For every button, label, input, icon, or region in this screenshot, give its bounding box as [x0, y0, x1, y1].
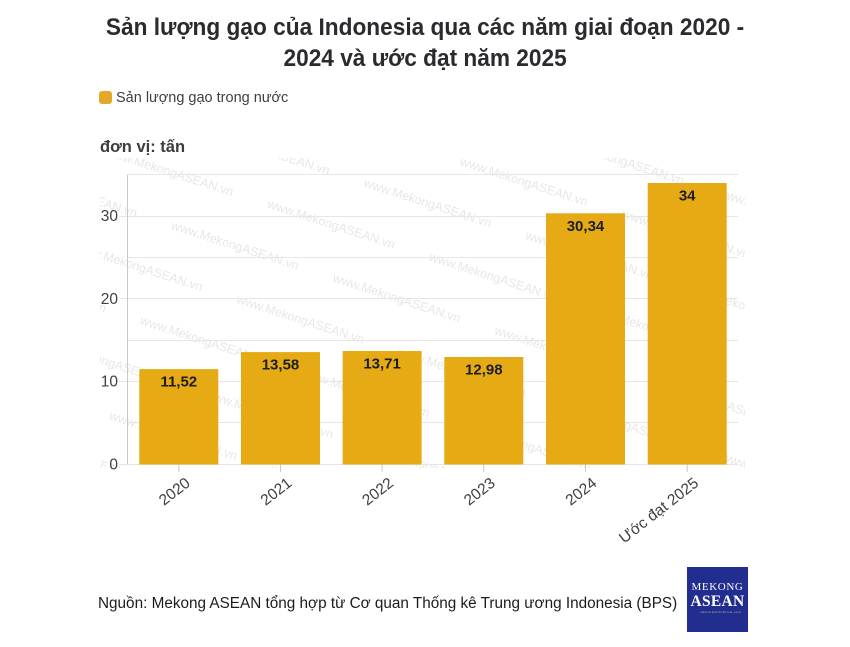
- svg-text:2023: 2023: [461, 475, 499, 510]
- svg-text:www.MekongASEAN.vn: www.MekongASEAN.vn: [399, 608, 531, 647]
- svg-text:www.MekongASEAN.vn: www.MekongASEAN.vn: [0, 282, 12, 337]
- svg-text:www.MekongASEAN.vn: www.MekongASEAN.vn: [72, 239, 204, 294]
- svg-text:34: 34: [679, 188, 696, 205]
- svg-text:www.MekongASEAN.vn: www.MekongASEAN.vn: [392, 80, 524, 135]
- svg-text:20: 20: [101, 291, 119, 308]
- svg-text:2021: 2021: [258, 475, 296, 510]
- svg-text:13,71: 13,71: [363, 356, 401, 373]
- svg-text:www.MekongASEAN.vn: www.MekongASEAN.vn: [0, 18, 8, 73]
- svg-text:www.MekongASEAN.vn: www.MekongASEAN.vn: [815, 428, 850, 483]
- svg-text:www.MekongASEAN.vn: www.MekongASEAN.vn: [103, 144, 235, 199]
- svg-text:www.MekongASEAN.vn: www.MekongASEAN.vn: [0, 620, 81, 647]
- svg-text:www.MekongASEAN.vn: www.MekongASEAN.vn: [361, 175, 493, 230]
- svg-text:12,98: 12,98: [465, 362, 503, 379]
- svg-text:www.MekongASEAN.vn: www.MekongASEAN.vn: [230, 28, 362, 83]
- svg-text:www.MekongASEAN.vn: www.MekongASEAN.vn: [715, 185, 847, 240]
- svg-text:www.MekongASEAN.vn: www.MekongASEAN.vn: [69, 0, 201, 30]
- svg-text:www.MekongASEAN.vn: www.MekongASEAN.vn: [753, 618, 850, 647]
- svg-text:www.MekongASEAN.vn: www.MekongASEAN.vn: [169, 218, 301, 273]
- svg-text:www.MekongASEAN.vn: www.MekongASEAN.vn: [812, 164, 850, 219]
- svg-text:www.MekongASEAN.vn: www.MekongASEAN.vn: [719, 449, 850, 504]
- svg-text:www.MekongASEAN.vn: www.MekongASEAN.vn: [334, 535, 466, 590]
- svg-text:www.MekongASEAN.vn: www.MekongASEAN.vn: [554, 133, 686, 188]
- svg-text:13,58: 13,58: [262, 357, 300, 374]
- svg-text:www.MekongASEAN.vn: www.MekongASEAN.vn: [134, 49, 266, 104]
- svg-text:www.MekongASEAN.vn: www.MekongASEAN.vn: [0, 356, 77, 411]
- svg-text:www.MekongASEAN.vn: www.MekongASEAN.vn: [781, 259, 850, 314]
- svg-text:www.MekongASEAN.vn: www.MekongASEAN.vn: [846, 333, 850, 388]
- svg-text:www.MekongASEAN.vn: www.MekongASEAN.vn: [7, 166, 139, 221]
- svg-text:www.MekongASEAN.vn: www.MekongASEAN.vn: [165, 0, 297, 9]
- svg-text:10: 10: [101, 374, 119, 391]
- svg-text:www.MekongASEAN.vn: www.MekongASEAN.vn: [657, 640, 789, 647]
- svg-text:www.MekongASEAN.vn: www.MekongASEAN.vn: [303, 630, 435, 647]
- svg-text:www.MekongASEAN.vn: www.MekongASEAN.vn: [750, 354, 850, 409]
- svg-text:www.MekongASEAN.vn: www.MekongASEAN.vn: [38, 70, 170, 125]
- svg-text:www.MekongASEAN.vn: www.MekongASEAN.vn: [784, 523, 850, 578]
- svg-text:www.MekongASEAN.vn: www.MekongASEAN.vn: [0, 187, 43, 242]
- svg-text:www.MekongASEAN.vn: www.MekongASEAN.vn: [265, 197, 397, 252]
- svg-text:www.MekongASEAN.vn: www.MekongASEAN.vn: [76, 503, 208, 558]
- svg-text:www.MekongASEAN.vn: www.MekongASEAN.vn: [650, 112, 782, 167]
- svg-text:www.MekongASEAN.vn: www.MekongASEAN.vn: [0, 261, 108, 316]
- svg-text:30,34: 30,34: [567, 218, 605, 235]
- svg-text:www.MekongASEAN.vn: www.MekongASEAN.vn: [0, 92, 74, 147]
- svg-text:www.MekongASEAN.vn: www.MekongASEAN.vn: [457, 154, 589, 209]
- svg-text:www.MekongASEAN.vn: www.MekongASEAN.vn: [296, 102, 428, 157]
- svg-text:11,52: 11,52: [160, 374, 197, 391]
- svg-text:www.MekongASEAN.vn: www.MekongASEAN.vn: [0, 525, 112, 580]
- svg-text:0: 0: [109, 457, 118, 474]
- svg-text:www.MekongASEAN.vn: www.MekongASEAN.vn: [327, 7, 459, 62]
- svg-text:Ước đạt 2025: Ước đạt 2025: [616, 475, 702, 547]
- svg-text:www.MekongASEAN.vn: www.MekongASEAN.vn: [488, 59, 620, 114]
- svg-text:www.MekongASEAN.vn: www.MekongASEAN.vn: [234, 292, 366, 347]
- svg-text:2020: 2020: [156, 474, 194, 509]
- svg-text:www.MekongASEAN.vn: www.MekongASEAN.vn: [0, 0, 105, 51]
- svg-text:www.MekongASEAN.vn: www.MekongASEAN.vn: [199, 123, 331, 178]
- svg-text:www.MekongASEAN.vn: www.MekongASEAN.vn: [10, 430, 142, 485]
- svg-text:www.MekongASEAN.vn: www.MekongASEAN.vn: [430, 513, 562, 568]
- svg-text:30: 30: [101, 208, 119, 225]
- svg-text:www.MekongASEAN.vn: www.MekongASEAN.vn: [0, 451, 46, 506]
- svg-text:www.MekongASEAN.vn: www.MekongASEAN.vn: [0, 546, 15, 601]
- svg-text:2024: 2024: [563, 474, 601, 509]
- svg-text:2022: 2022: [359, 475, 397, 510]
